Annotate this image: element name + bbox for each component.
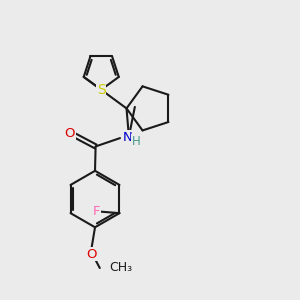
Text: F: F xyxy=(92,205,100,218)
Text: O: O xyxy=(64,127,75,140)
Text: O: O xyxy=(86,248,96,260)
Text: CH₃: CH₃ xyxy=(109,262,132,275)
Text: N: N xyxy=(122,131,132,144)
Text: S: S xyxy=(97,83,106,97)
Text: H: H xyxy=(132,135,141,148)
